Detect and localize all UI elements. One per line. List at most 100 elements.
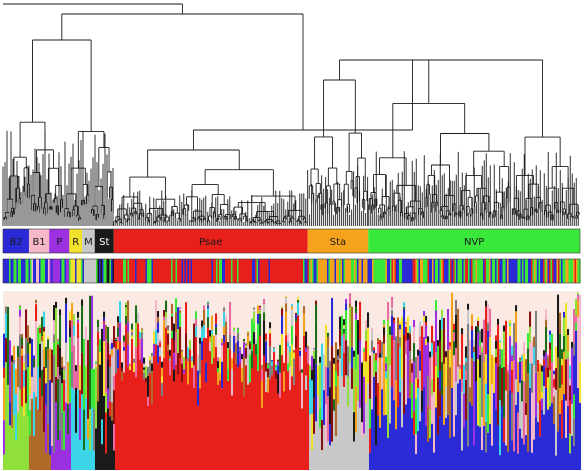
admixture-segment [273, 347, 276, 348]
admixture-segment [291, 344, 294, 377]
sample-assignment-cell [396, 259, 398, 283]
admixture-segment [99, 408, 102, 470]
sample-assignment-cell [430, 259, 433, 283]
sample-assignment-cell [564, 259, 566, 283]
admixture-segment [157, 363, 160, 470]
admixture-segment [513, 359, 516, 452]
admixture-segment [305, 375, 308, 390]
admixture-segment [97, 331, 100, 346]
admixture-segment [197, 405, 200, 470]
admixture-segment [11, 427, 14, 470]
admixture-segment [569, 400, 572, 434]
admixture-segment [355, 306, 358, 314]
admixture-segment [227, 380, 230, 470]
admixture-segment [549, 349, 552, 371]
sample-assignment-cell [16, 259, 19, 283]
admixture-segment [21, 355, 24, 407]
sample-assignment-cell [330, 259, 332, 283]
admixture-segment [93, 409, 96, 451]
admixture-segment [21, 345, 24, 349]
sample-assignment-cell [502, 259, 505, 283]
admixture-segment [283, 408, 286, 470]
admixture-segment [245, 343, 248, 346]
admixture-segment [191, 356, 194, 360]
admixture-segment [445, 417, 448, 470]
admixture-segment [259, 310, 262, 314]
sample-assignment-cell [55, 259, 58, 283]
sample-assignment-cell [433, 259, 436, 283]
admixture-segment [499, 342, 502, 349]
admixture-segment [413, 343, 416, 362]
admixture-segment [519, 361, 522, 368]
admixture-segment [467, 309, 470, 324]
admixture-segment [197, 370, 200, 406]
sample-assignment-cell [96, 259, 98, 283]
admixture-segment [543, 356, 546, 358]
admixture-segment [205, 362, 208, 383]
admixture-segment [351, 368, 354, 389]
sample-assignment-cell [303, 259, 305, 283]
admixture-segment [483, 425, 486, 470]
admixture-segment [439, 370, 442, 391]
admixture-segment [257, 313, 260, 324]
admixture-segment [315, 364, 318, 422]
sample-assignment-cell [72, 259, 74, 283]
admixture-segment [109, 344, 112, 355]
admixture-segment [211, 364, 214, 470]
admixture-segment [547, 358, 550, 368]
admixture-segment [251, 318, 254, 352]
admixture-segment [109, 401, 112, 417]
admixture-segment [417, 404, 420, 432]
admixture-segment [109, 359, 112, 367]
admixture-segment [77, 317, 80, 320]
admixture-segment [363, 433, 366, 470]
admixture-segment [377, 344, 380, 358]
admixture-segment [447, 414, 450, 470]
sample-assignment-cell [429, 259, 431, 283]
admixture-segment [329, 445, 332, 470]
admixture-segment [51, 382, 54, 446]
admixture-segment [107, 408, 110, 470]
admixture-segment [263, 355, 266, 470]
admixture-segment [433, 391, 436, 453]
admixture-segment [503, 366, 506, 418]
admixture-segment [339, 415, 342, 470]
admixture-segment [41, 316, 44, 337]
admixture-segment [5, 419, 8, 470]
admixture-segment [127, 344, 130, 367]
admixture-segment [249, 354, 252, 383]
admixture-segment [413, 361, 416, 412]
sample-assignment-cell [549, 259, 551, 283]
sample-assignment-cell [465, 259, 467, 283]
admixture-segment [217, 368, 220, 373]
sample-assignment-cell [355, 259, 358, 283]
admixture-segment [131, 338, 134, 470]
admixture-segment [479, 340, 482, 346]
admixture-segment [245, 358, 248, 366]
admixture-segment [125, 304, 128, 308]
admixture-segment [263, 312, 266, 321]
sample-assignment-cell [360, 259, 362, 283]
admixture-segment [53, 320, 56, 335]
admixture-segment [117, 349, 120, 369]
admixture-segment [425, 315, 428, 322]
admixture-segment [579, 402, 582, 470]
admixture-segment [353, 356, 356, 413]
admixture-segment [137, 323, 140, 335]
admixture-segment [177, 307, 180, 330]
admixture-segment [555, 401, 558, 456]
admixture-segment [321, 419, 324, 451]
admixture-segment [35, 299, 38, 303]
admixture-segment [423, 311, 426, 316]
admixture-segment [75, 371, 78, 388]
admixture-segment [209, 330, 212, 337]
admixture-segment [21, 333, 24, 338]
admixture-segment [331, 345, 334, 442]
sample-assignment-cell [445, 259, 448, 283]
admixture-segment [23, 416, 26, 470]
admixture-segment [315, 304, 318, 321]
admixture-segment [219, 373, 222, 381]
admixture-segment [339, 316, 342, 330]
admixture-segment [105, 339, 108, 393]
admixture-segment [233, 331, 236, 336]
